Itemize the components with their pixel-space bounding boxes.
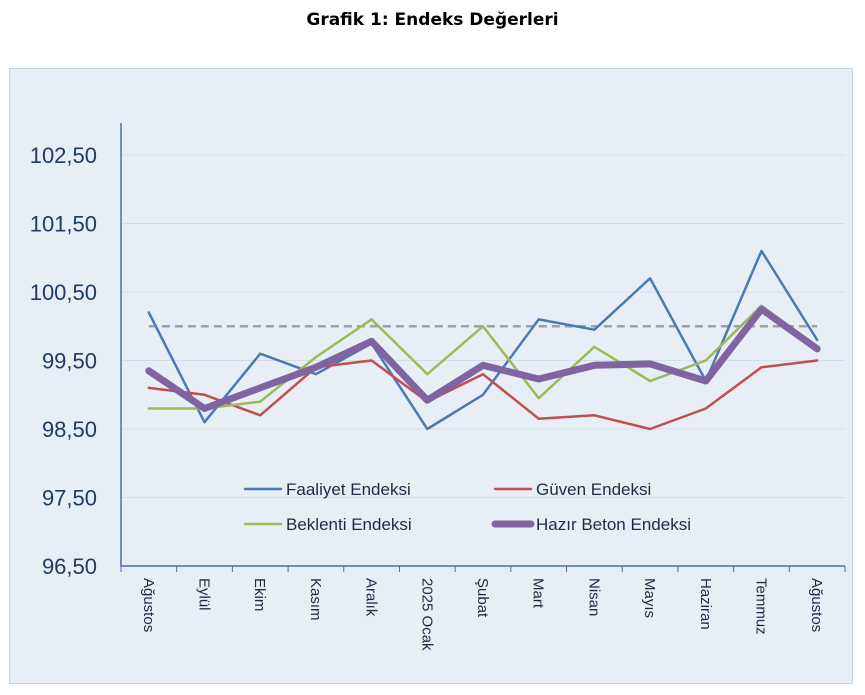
- x-tick-label: Eylül: [196, 578, 213, 611]
- y-tick-label: 101,50: [30, 212, 97, 237]
- x-tick-label: Temmuz: [752, 578, 769, 635]
- legend-label: Güven Endeksi: [536, 480, 651, 499]
- x-tick-label: Haziran: [697, 578, 714, 630]
- y-tick-label: 99,50: [42, 349, 97, 374]
- legend-label: Hazır Beton Endeksi: [536, 515, 691, 534]
- x-tick-label: Aralık: [363, 578, 380, 617]
- legend-label: Faaliyet Endeksi: [286, 480, 411, 499]
- y-tick-label: 98,50: [42, 417, 97, 442]
- series-line: [147, 304, 819, 410]
- x-tick-label: Mayıs: [641, 578, 658, 618]
- y-tick-label: 100,50: [30, 280, 97, 305]
- legend-label: Beklenti Endeksi: [286, 515, 412, 534]
- chart-title: Grafik 1: Endeks Değerleri: [306, 10, 559, 30]
- y-tick-label: 97,50: [42, 486, 97, 511]
- x-tick-label: Kasım: [307, 578, 324, 621]
- x-tick-label: Ağustos: [808, 578, 825, 632]
- x-tick-label: Mart: [530, 578, 547, 609]
- x-tick-label: Şubat: [474, 578, 491, 618]
- series-line: [145, 305, 821, 412]
- y-tick-label: 102,50: [30, 143, 97, 168]
- x-tick-label: Ekim: [251, 578, 268, 611]
- y-tick-label: 96,50: [42, 554, 97, 579]
- x-tick-label: 2025 Ocak: [418, 578, 435, 651]
- x-tick-label: Nisan: [585, 578, 602, 616]
- series-line: [147, 359, 819, 431]
- x-tick-label: Ağustos: [140, 578, 157, 632]
